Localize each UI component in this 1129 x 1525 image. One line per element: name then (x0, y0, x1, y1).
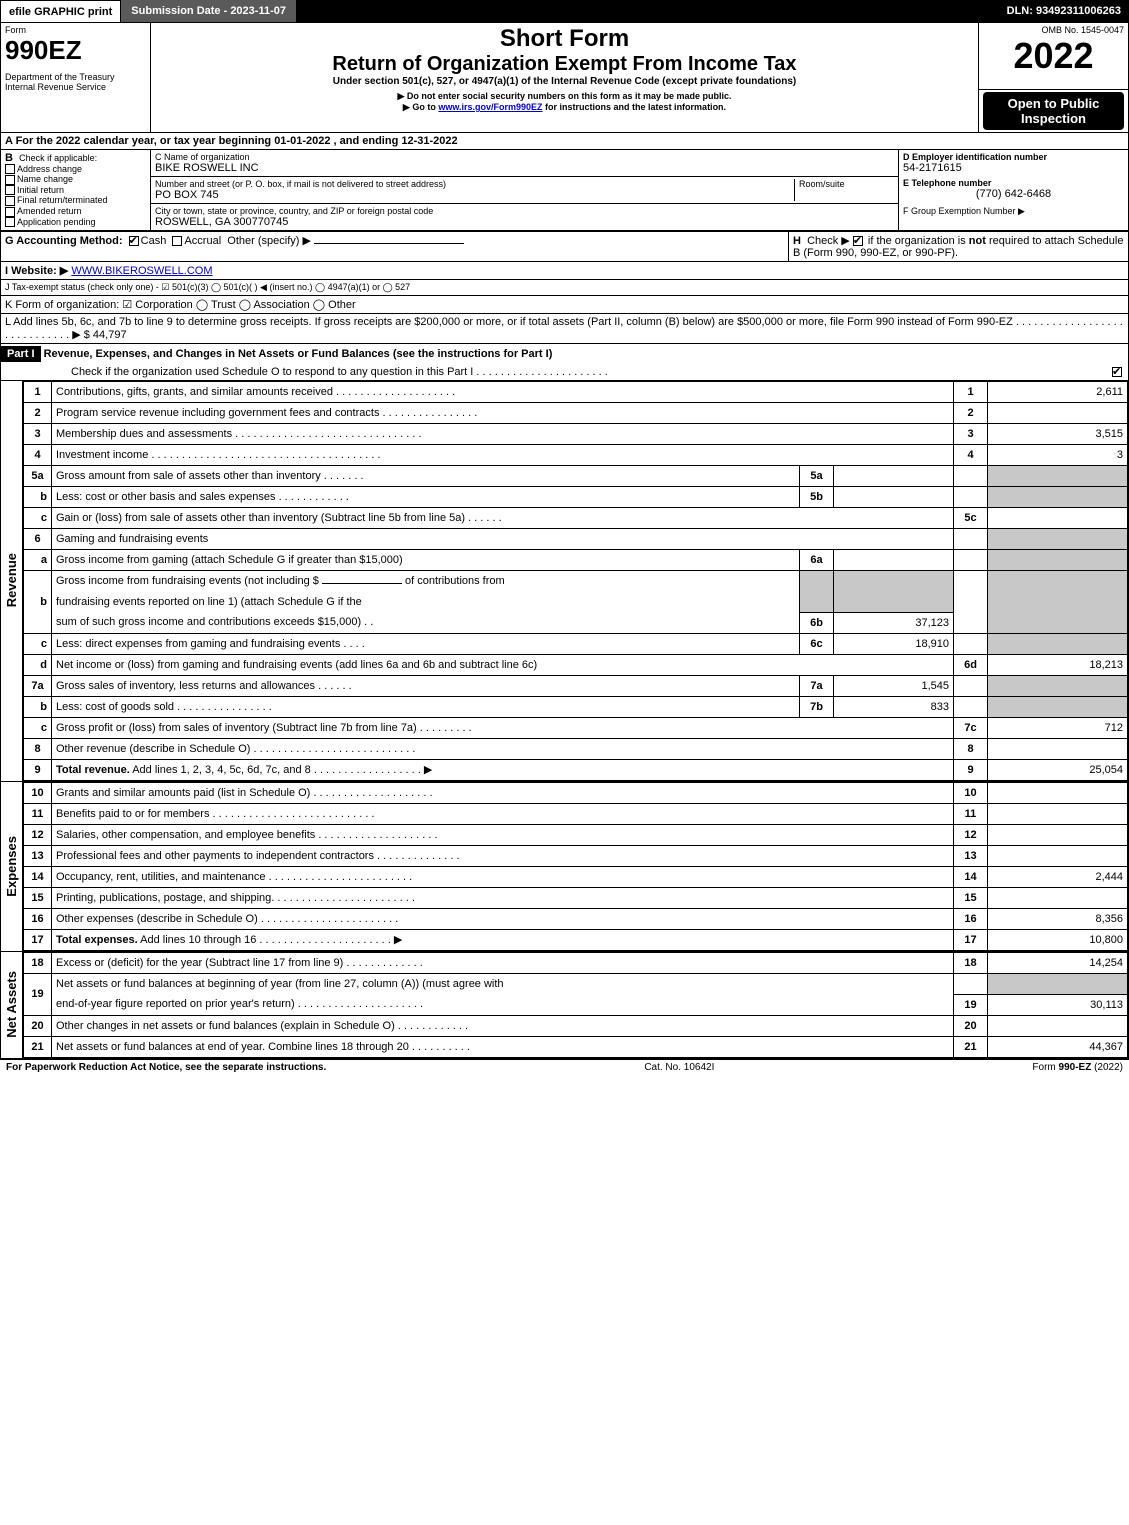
section-c-name-label: C Name of organization (155, 152, 894, 162)
under-section-text: Under section 501(c), 527, or 4947(a)(1)… (155, 76, 974, 87)
part-i-label: Part I (1, 346, 41, 362)
line-6d: d Net income or (loss) from gaming and f… (24, 654, 1128, 675)
line-6a: a Gross income from gaming (attach Sched… (24, 549, 1128, 570)
part-i-title: Revenue, Expenses, and Changes in Net As… (44, 348, 553, 360)
org-name: BIKE ROSWELL INC (155, 162, 894, 174)
check-name-change[interactable]: Name change (5, 174, 146, 185)
header-table: Form 990EZ Department of the Treasury In… (0, 22, 1129, 133)
ein-value: 54-2171615 (903, 162, 1124, 174)
irs-link[interactable]: www.irs.gov/Form990EZ (438, 102, 542, 112)
page-footer: For Paperwork Reduction Act Notice, see … (0, 1059, 1129, 1075)
line-6c: c Less: direct expenses from gaming and … (24, 633, 1128, 654)
efile-print-button[interactable]: efile GRAPHIC print (0, 0, 121, 22)
check-address-change[interactable]: Address change (5, 164, 146, 175)
section-h: H Check ▶ if the organization is not req… (789, 231, 1129, 261)
schedule-o-checkbox[interactable] (1112, 367, 1122, 377)
section-d-label: D Employer identification number (903, 152, 1124, 162)
line-9: 9 Total revenue. Add lines 1, 2, 3, 4, 5… (24, 759, 1128, 780)
footer-mid: Cat. No. 10642I (644, 1062, 714, 1073)
line-18: 18Excess or (deficit) for the year (Subt… (24, 952, 1128, 973)
accrual-option[interactable]: Accrual (172, 235, 221, 247)
top-bar: efile GRAPHIC print Submission Date - 20… (0, 0, 1129, 22)
street-value: PO BOX 745 (155, 189, 794, 201)
line-13: 13Professional fees and other payments t… (24, 845, 1128, 866)
submission-date: Submission Date - 2023-11-07 (121, 0, 297, 22)
line-14: 14Occupancy, rent, utilities, and mainte… (24, 866, 1128, 887)
return-title: Return of Organization Exempt From Incom… (155, 53, 974, 76)
open-inspection-box: Open to Public Inspection (983, 92, 1124, 130)
check-application-pending[interactable]: Application pending (5, 217, 146, 228)
website-link[interactable]: WWW.BIKEROSWELL.COM (71, 265, 212, 277)
section-j: J Tax-exempt status (check only one) - ☑… (0, 280, 1129, 296)
city-label: City or town, state or province, country… (155, 206, 894, 216)
section-g-label: G Accounting Method: (5, 235, 123, 247)
org-info-table: B Check if applicable: Address change Na… (0, 149, 1129, 231)
section-k: K Form of organization: ☑ Corporation ◯ … (0, 296, 1129, 314)
netassets-lines-table: 18Excess or (deficit) for the year (Subt… (23, 952, 1128, 1058)
line-11: 11Benefits paid to or for members . . . … (24, 803, 1128, 824)
room-suite-label: Room/suite (799, 179, 894, 189)
line-7a: 7a Gross sales of inventory, less return… (24, 675, 1128, 696)
check-initial-return[interactable]: Initial return (5, 185, 146, 196)
line-20: 20Other changes in net assets or fund ba… (24, 1015, 1128, 1036)
telephone-value: (770) 642-6468 (903, 188, 1124, 200)
goto-link-line: ▶ Go to www.irs.gov/Form990EZ for instru… (155, 102, 974, 113)
line-17: 17Total expenses. Add lines 10 through 1… (24, 929, 1128, 950)
line-6b-1: b Gross income from fundraising events (… (24, 570, 1128, 591)
revenue-lines-table: 1 Contributions, gifts, grants, and simi… (23, 381, 1128, 781)
line-15: 15Printing, publications, postage, and s… (24, 887, 1128, 908)
section-b-label: B Check if applicable: (5, 152, 146, 164)
line-5a: 5a Gross amount from sale of assets othe… (24, 465, 1128, 486)
section-a: A For the 2022 calendar year, or tax yea… (0, 133, 1129, 149)
line-1: 1 Contributions, gifts, grants, and simi… (24, 381, 1128, 402)
section-l: L Add lines 5b, 6c, and 7b to line 9 to … (0, 314, 1129, 344)
line-2: 2 Program service revenue including gove… (24, 402, 1128, 423)
check-final-return[interactable]: Final return/terminated (5, 195, 146, 206)
expenses-lines-table: 10Grants and similar amounts paid (list … (23, 782, 1128, 951)
netassets-sidelabel: Net Assets (1, 952, 23, 1058)
footer-left: For Paperwork Reduction Act Notice, see … (6, 1062, 326, 1073)
omb-number: OMB No. 1545-0047 (983, 25, 1124, 35)
form-word: Form (5, 25, 146, 35)
line-7b: b Less: cost of goods sold . . . . . . .… (24, 696, 1128, 717)
other-option[interactable]: Other (specify) ▶ (227, 235, 311, 247)
line-3: 3 Membership dues and assessments . . . … (24, 423, 1128, 444)
line-5b: b Less: cost or other basis and sales ex… (24, 486, 1128, 507)
no-ssn-notice: ▶ Do not enter social security numbers o… (155, 91, 974, 102)
line-10: 10Grants and similar amounts paid (list … (24, 782, 1128, 803)
line-19-1: 19Net assets or fund balances at beginni… (24, 973, 1128, 994)
line-16: 16Other expenses (describe in Schedule O… (24, 908, 1128, 929)
line-8: 8 Other revenue (describe in Schedule O)… (24, 738, 1128, 759)
footer-right: Form 990-EZ (2022) (1032, 1062, 1123, 1073)
line-21: 21Net assets or fund balances at end of … (24, 1036, 1128, 1057)
form-number: 990EZ (5, 35, 146, 66)
line-7c: c Gross profit or (loss) from sales of i… (24, 717, 1128, 738)
short-form-title: Short Form (155, 25, 974, 53)
line-4: 4 Investment income . . . . . . . . . . … (24, 444, 1128, 465)
dln-number: DLN: 93492311006263 (999, 0, 1129, 22)
street-label: Number and street (or P. O. box, if mail… (155, 179, 794, 189)
dept-treasury: Department of the Treasury Internal Reve… (5, 72, 146, 92)
expenses-sidelabel: Expenses (1, 782, 23, 951)
section-i: I Website: ▶ WWW.BIKEROSWELL.COM (0, 262, 1129, 280)
city-value: ROSWELL, GA 300770745 (155, 216, 894, 228)
line-12: 12Salaries, other compensation, and empl… (24, 824, 1128, 845)
line-6: 6 Gaming and fundraising events (24, 528, 1128, 549)
tax-year: 2022 (983, 35, 1124, 77)
section-e-label: E Telephone number (903, 178, 1124, 188)
cash-option[interactable]: Cash (129, 235, 167, 247)
line-5c: c Gain or (loss) from sale of assets oth… (24, 507, 1128, 528)
part-i-checkline: Check if the organization used Schedule … (71, 366, 608, 378)
check-amended-return[interactable]: Amended return (5, 206, 146, 217)
revenue-sidelabel: Revenue (1, 381, 23, 781)
line-19-2: end-of-year figure reported on prior yea… (24, 994, 1128, 1015)
gh-table: G Accounting Method: Cash Accrual Other … (0, 231, 1129, 262)
schedule-b-checkbox[interactable] (853, 236, 863, 246)
section-f-label: F Group Exemption Number ▶ (903, 206, 1124, 217)
